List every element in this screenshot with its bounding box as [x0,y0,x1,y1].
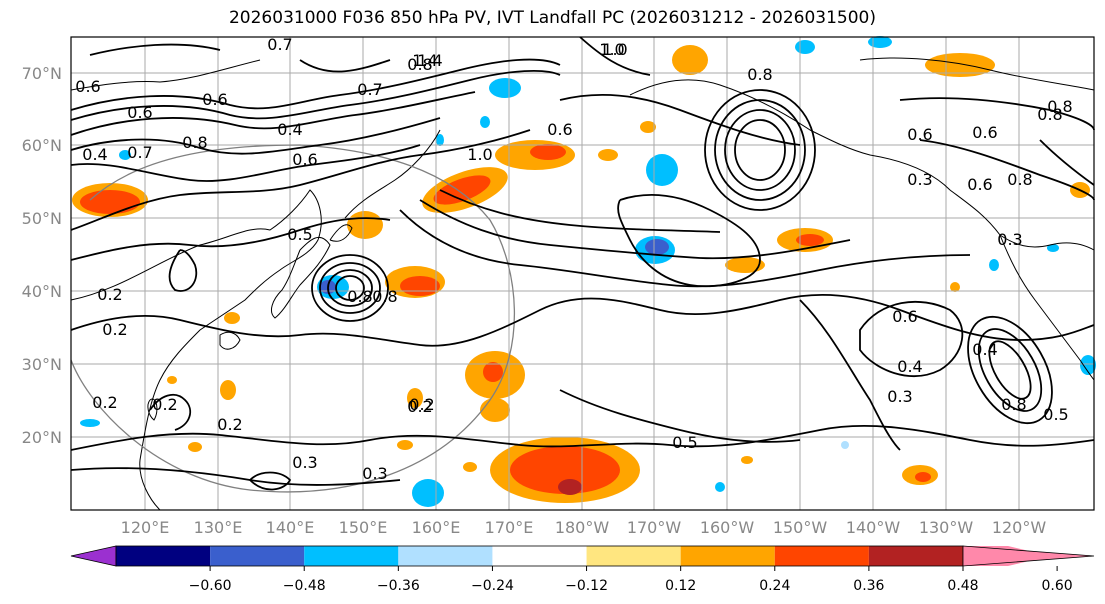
contour-label: 0.5 [287,225,312,244]
contour-label: 0.2 [152,395,177,414]
contour-label: 0.3 [907,170,932,189]
map-border [70,36,1095,511]
lat-label: 60°N [22,136,62,155]
contour-label: 0.8 [347,287,372,306]
colorbar-bin [398,546,493,566]
colorbar-bin [116,546,211,566]
lon-label: 150°W [773,518,828,537]
contour-label: 1.4 [417,51,442,70]
colorbar-bin [304,546,399,566]
colorbar-tick-label: −0.36 [377,578,420,594]
contour-label: 0.8 [372,287,397,306]
lon-labels: 120°E 130°E 140°E 150°E 160°E 170°E 180°… [121,518,1047,537]
contour-label: 0.2 [217,415,242,434]
colorbar-tick-label: −0.12 [565,578,608,594]
colorbar-tick-label: 0.36 [853,578,884,594]
lon-label: 140°W [846,518,901,537]
contour-label: 0.5 [1043,405,1068,424]
colorbar-tick-label: −0.48 [283,578,326,594]
contour-label: 0.3 [997,230,1022,249]
contour-label: 0.8 [407,55,432,74]
contour-label: 0.5 [672,433,697,452]
contour-label: 0.6 [202,90,227,109]
contour-label: 1.4 [412,51,437,70]
colorbar-extend-low [70,545,117,567]
contour-label: 1.0 [602,40,627,59]
contour-label: 0.2 [407,397,432,416]
lat-labels: 70°N 60°N 50°N 40°N 30°N 20°N [22,64,62,447]
colorbar-tick-label: −0.24 [471,578,514,594]
lat-label: 20°N [22,428,62,447]
lon-label: 150°E [339,518,388,537]
contour-label: 0.8 [1037,105,1062,124]
contour-label: 0.4 [972,340,997,359]
coastlines [70,57,1095,511]
lon-label: 120°W [992,518,1047,537]
lat-label: 30°N [22,355,62,374]
lon-label: 180°W [555,518,610,537]
colorbar-bin [492,546,587,566]
contour-label: 0.7 [127,143,152,162]
colorbar-bin [586,546,681,566]
contour-label: 0.2 [409,395,434,414]
contour-label: 0.6 [292,150,317,169]
contour-label: 0.6 [967,175,992,194]
colorbar-tick-label: −0.60 [189,578,232,594]
pv-contours [70,36,1095,491]
colorbar: −0.60 −0.48 −0.36 −0.24 −0.12 0.12 0.24 0.36 0.4… [70,545,1095,594]
colorbar-tick-label: 0.48 [947,578,978,594]
map-title: 2026031000 F036 850 hPa PV, IVT Landfall… [228,8,876,28]
lat-label: 70°N [22,64,62,83]
colorbar-tick-label: 0.12 [665,578,696,594]
colorbar-bin [680,546,775,566]
contour-label: 0.7 [267,35,292,54]
lon-label: 160°E [412,518,461,537]
contour-label: 0.7 [357,80,382,99]
contour-label: 0.8 [1047,97,1072,116]
contour-label: 0.2 [102,320,127,339]
lon-label: 130°E [194,518,243,537]
graticule [71,37,1094,510]
contour-label: 0.3 [887,387,912,406]
contour-label: 0.4 [897,357,922,376]
shaded-field [72,36,1096,507]
colorbar-tick-label: 0.24 [759,578,790,594]
lon-label: 130°W [919,518,974,537]
lon-label: 170°W [627,518,682,537]
contour-label: 0.8 [182,133,207,152]
contour-label: 0.6 [127,103,152,122]
contour-label: 1.0 [599,40,624,59]
lon-label: 120°E [121,518,170,537]
lat-label: 50°N [22,209,62,228]
lon-label: 170°E [485,518,534,537]
contour-label: 0.6 [892,307,917,326]
colorbar-bin [210,546,305,566]
lon-label: 160°W [700,518,755,537]
contour-label: 1.0 [467,145,492,164]
contour-label: 0.2 [97,285,122,304]
contour-label: 0.4 [82,145,107,164]
contour-label: 0.3 [362,464,387,483]
contour-label: 0.6 [972,123,997,142]
contour-label: 0.8 [1007,170,1032,189]
colorbar-bin [774,546,869,566]
contour-label: 0.3 [292,453,317,472]
contour-label: 0.8 [1001,395,1026,414]
contour-label: 0.6 [547,120,572,139]
contour-label: 0.2 [92,393,117,412]
contour-label: 0.8 [747,65,772,84]
contour-label: 0.4 [277,120,302,139]
lon-label: 140°E [266,518,315,537]
contour-label: 0.6 [75,77,100,96]
contour-label: 0.6 [907,125,932,144]
contour-labels: 0.60.70.81.01.40.4 0.60.81.00.60.70.60.80… [75,35,1072,483]
lat-label: 40°N [22,282,62,301]
colorbar-tick-label: 0.60 [1042,578,1073,594]
colorbar-bin [868,546,963,566]
